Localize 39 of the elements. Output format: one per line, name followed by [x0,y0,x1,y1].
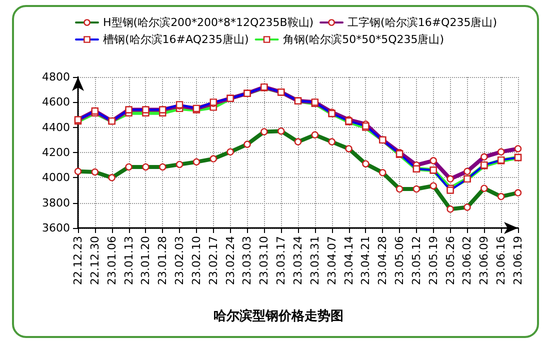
x-tick-label: 23.03.24 [292,236,304,285]
y-tick-label: 4000 [42,171,70,184]
legend-label: H型钢(哈尔滨200*200*8*12Q235B鞍山) [103,16,314,29]
x-tick-label: 23.03.31 [308,236,322,285]
x-tick-label: 23.02.24 [224,236,237,285]
y-tick-label: 4400 [42,120,70,134]
x-tick-label: 23.02.03 [173,236,186,285]
x-tick-label: 23.06.19 [512,236,524,285]
x-tick-label: 23.03.03 [240,236,254,285]
x-tick-label: 23.06.09 [478,236,491,285]
x-tick-label: 23.01.20 [139,236,152,285]
text: 哈尔滨型钢价格走势图 [214,308,344,324]
x-tick-label: 23.02.17 [206,236,220,285]
legend-label: 槽钢(哈尔滨16#AQ235唐山) [103,33,249,46]
x-tick-label: 23.04.28 [376,236,390,285]
x-tick-label: 23.05.26 [444,236,457,285]
x-tick-label: 23.04.21 [359,236,372,285]
x-tick-label: 23.02.10 [190,236,203,285]
y-tick-label: 4600 [42,96,70,109]
x-tick-label: 22.12.23 [72,236,84,285]
x-tick-label: 23.06.02 [460,236,474,285]
x-tick-label: 23.05.06 [393,236,406,285]
y-tick-label: 4800 [42,70,70,84]
y-tick-label: 3600 [42,222,70,234]
y-tick-label: 3800 [42,196,70,210]
x-tick-label: 23.03.17 [274,236,288,285]
x-tick-label: 23.01.06 [105,236,118,285]
x-tick-label: 23.04.14 [342,236,356,285]
x-tick-label: 23.04.07 [325,236,338,285]
x-tick-label: 22.12.30 [88,236,102,285]
x-tick-label: 23.01.13 [122,236,136,285]
legend-label: 工字钢(哈尔滨16#Q235唐山) [348,16,497,29]
y-tick-label: 4200 [42,146,70,159]
x-tick-label: 23.06.16 [494,236,508,285]
x-tick-label: 23.05.19 [426,236,440,285]
legend-label: 角钢(哈尔滨50*50*5Q235唐山) [282,33,444,46]
x-tick-label: 23.01.28 [156,236,170,285]
x-tick-label: 23.03.10 [258,236,271,285]
x-tick-label: 23.05.12 [410,236,423,285]
